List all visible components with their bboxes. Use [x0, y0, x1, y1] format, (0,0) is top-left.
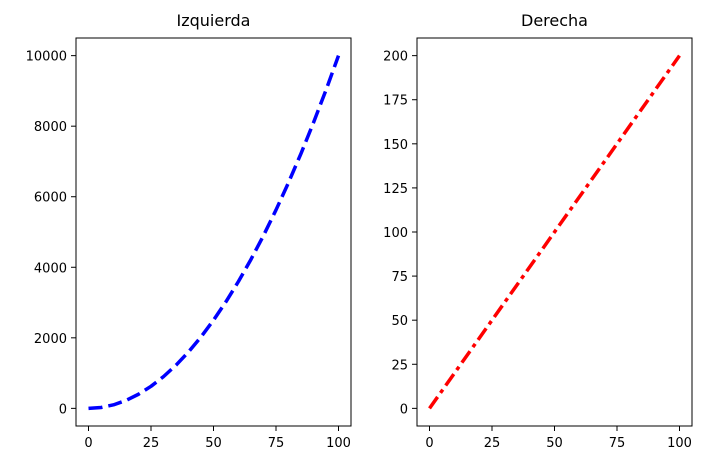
- chart-right-y-tick-label: 100: [383, 226, 408, 241]
- chart-right-y-tick-label: 50: [391, 314, 408, 329]
- chart-right-x-tick-label: 75: [609, 436, 626, 451]
- chart-left-frame: [75, 37, 352, 427]
- chart-left-x-tick-label: 25: [143, 436, 160, 451]
- chart-right-y-tick-label: 75: [391, 270, 408, 285]
- chart-right-y-tick-label: 175: [383, 94, 408, 109]
- chart-left-x-tick-label: 100: [326, 436, 351, 451]
- chart-right-x-tick-label: 25: [484, 436, 501, 451]
- chart-right: Derecha 0 25 50 75 100 0 25 50 75 100 125 150 175 200: [383, 11, 693, 451]
- chart-right-plot: [428, 54, 681, 410]
- chart-left-x-tick-label: 50: [205, 436, 222, 451]
- chart-left-y-tick-label: 6000: [34, 191, 67, 206]
- chart-left-plot: [88, 55, 341, 411]
- chart-left-y-tick-label: 0: [59, 402, 67, 417]
- chart-right-y-tick-label: 200: [383, 50, 408, 65]
- chart-left-title: Izquierda: [177, 11, 251, 30]
- chart-right-x-tick-label: 100: [667, 436, 692, 451]
- chart-right-y-tick-label: 150: [383, 138, 408, 153]
- chart-left-y-tick-label: 2000: [34, 332, 67, 347]
- chart-right-x-tick-label: 50: [546, 436, 563, 451]
- chart-right-y-tick-label: 125: [383, 182, 408, 197]
- chart-right-y-tick-label: 0: [400, 402, 408, 417]
- chart-right-x-tick-label: 0: [425, 436, 433, 451]
- chart-left-y-tick-label: 8000: [34, 120, 67, 135]
- chart-right-title: Derecha: [521, 11, 588, 30]
- chart-left-y-tick-label: 4000: [34, 261, 67, 276]
- chart-left-x-tick-label: 0: [84, 436, 92, 451]
- chart-left-x-tick-label: 75: [268, 436, 285, 451]
- chart-right-y-tick-label: 25: [391, 358, 408, 373]
- chart-left: Izquierda 0 25 50 75 100 0 2000 4000 6000 8000 100…: [26, 11, 352, 451]
- chart-left-y-tick-label: 10000: [26, 50, 67, 65]
- chart-right-series-line-0: [428, 54, 681, 410]
- chart-left-series-line-0: [88, 55, 341, 411]
- chart-left-ticks: 0 25 50 75 100 0 2000 4000 6000 8000 10000: [26, 50, 351, 451]
- chart-right-ticks: 0 25 50 75 100 0 25 50 75 100 125 150 175 200: [383, 50, 692, 451]
